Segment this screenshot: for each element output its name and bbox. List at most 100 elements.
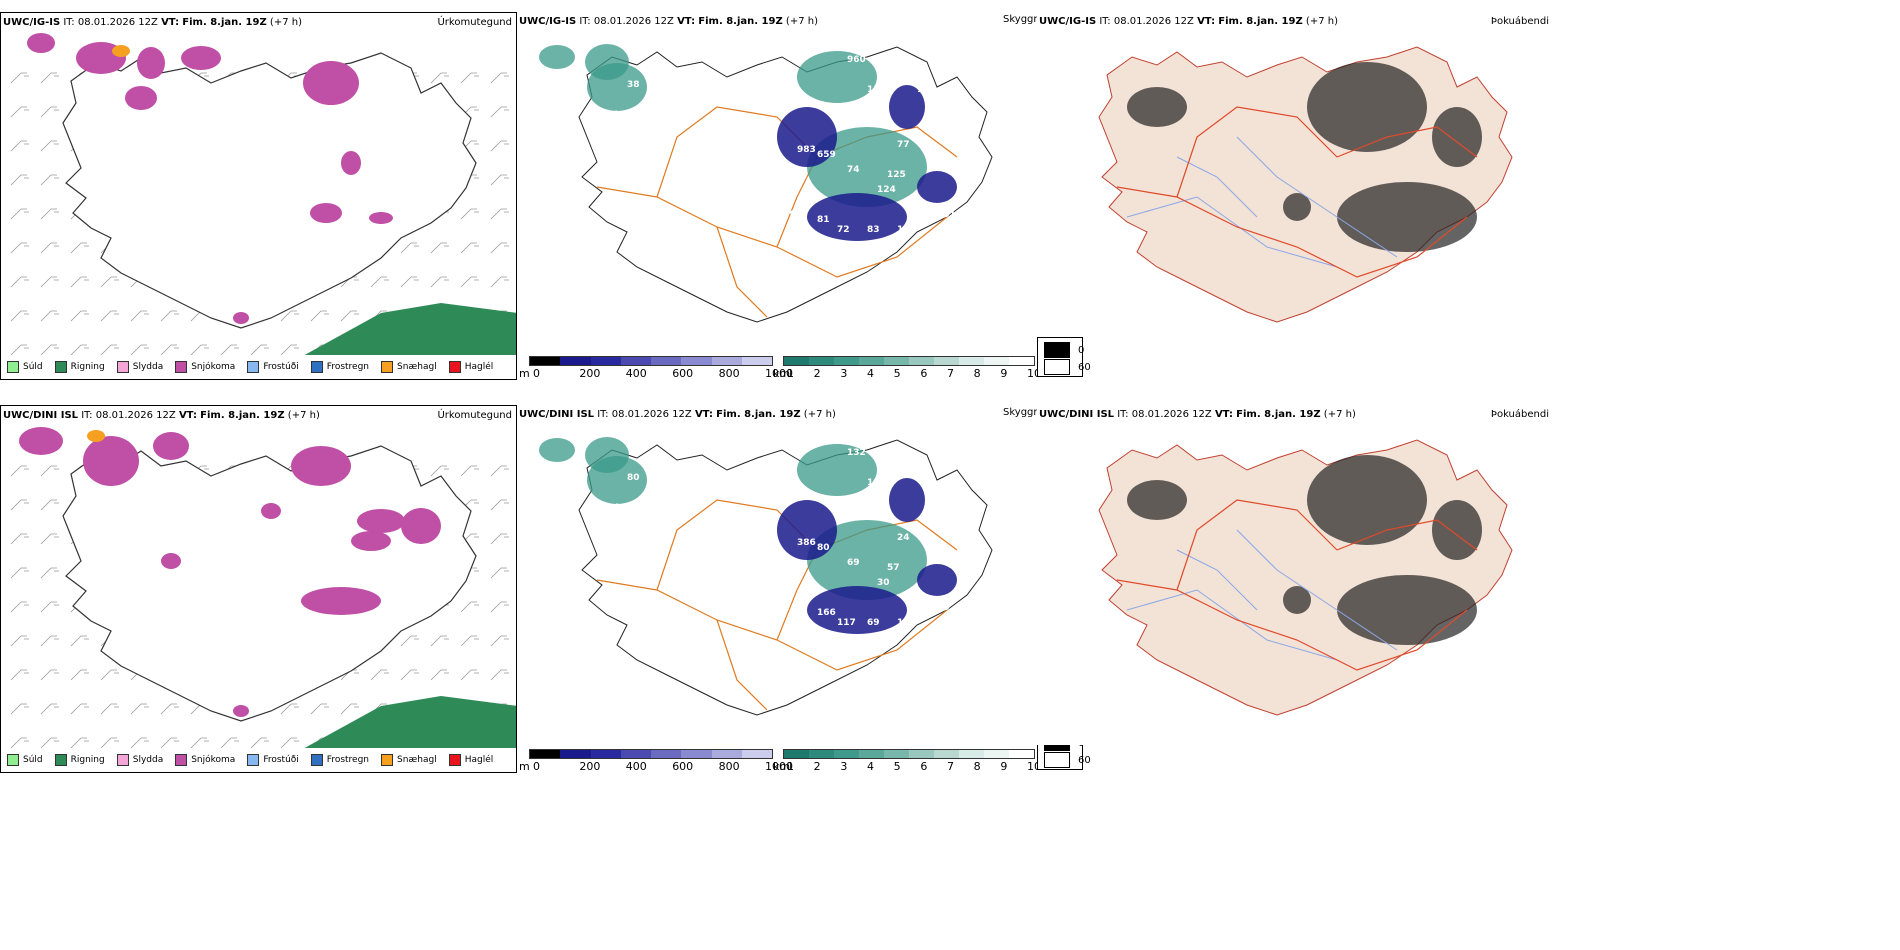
ceiling-label: 65 [657, 110, 670, 120]
fog-map [1098, 46, 1513, 323]
ceiling-label: 122 [647, 70, 666, 80]
ceiling-label: 80 [817, 543, 830, 553]
wind-barb [160, 737, 179, 749]
snow-area [233, 312, 249, 324]
wind-barb [220, 737, 239, 749]
fog-scale-swatch [1044, 752, 1070, 768]
wind-barb [490, 635, 509, 647]
legend-item: Rigning [54, 754, 105, 766]
panel-title: UWC/IG-IS IT: 08.01.2026 12Z VT: Fim. 8.… [519, 16, 818, 27]
wind-barb [70, 310, 89, 322]
graupel-area [112, 45, 130, 57]
fog-area [1127, 87, 1187, 127]
colorbar-tick: 3 [840, 760, 848, 773]
ceiling-label: 659 [817, 150, 836, 160]
colorbar-tick: 800 [718, 367, 740, 380]
colorbar-unit: m [519, 760, 530, 773]
legend-swatch [116, 754, 129, 766]
snow-area [261, 503, 281, 519]
precip-map [10, 33, 516, 357]
fog-area [1283, 586, 1311, 614]
panel-label: Úrkomutegund [437, 410, 512, 421]
river [1176, 156, 1258, 218]
wind-barb [10, 174, 29, 186]
wind-barb [40, 567, 59, 579]
ceiling-label: 136 [647, 463, 666, 473]
panel-title: UWC/DINI ISL IT: 08.01.2026 12Z VT: Fim.… [519, 409, 836, 420]
wind-barb [40, 669, 59, 681]
wind-barb [10, 465, 29, 477]
wind-barb [70, 737, 89, 749]
road [716, 619, 768, 711]
snow-area [233, 705, 249, 717]
fog-scale-row: 60 [1044, 359, 1091, 375]
fog-area [1307, 62, 1427, 152]
low-visibility-area [585, 437, 629, 473]
legend-label: Frostúði [263, 755, 299, 765]
legend-item: Frostregn [310, 361, 369, 373]
legend-item: Haglél [448, 361, 493, 373]
road [1336, 126, 1478, 158]
low-visibility-area [539, 45, 575, 69]
wind-barb [430, 465, 449, 477]
low-visibility-area [797, 444, 877, 496]
wind-barb [10, 567, 29, 579]
colorbar-gradient [529, 749, 773, 759]
ceiling-label: 246 [607, 503, 626, 513]
ceiling-label: 150 [917, 205, 936, 215]
ceiling-label: 124 [877, 185, 896, 195]
ceiling-label: 69 [847, 558, 860, 568]
ceiling-label: 120 [897, 618, 916, 628]
fog-area [1307, 455, 1427, 545]
wind-barb [460, 669, 479, 681]
wind-barb [40, 208, 59, 220]
snow-area [301, 587, 381, 615]
legend-swatch [116, 361, 129, 373]
snow-area [27, 33, 55, 53]
legend-label: Súld [23, 362, 43, 372]
wind-barb [10, 344, 29, 356]
wind-barb [160, 310, 179, 322]
wind-barb [40, 72, 59, 84]
fog-scale-label: 0 [1078, 344, 1085, 356]
road [1176, 499, 1338, 591]
wind-barb [10, 669, 29, 681]
colorbar-tick: 4 [867, 760, 874, 773]
panel-title: UWC/DINI ISL IT: 08.01.2026 12Z VT: Fim.… [1039, 409, 1356, 420]
legend-swatch [310, 754, 323, 766]
wind-barb [430, 72, 449, 84]
ceiling-label: 983 [797, 145, 816, 155]
colorbar-tick: 0 [533, 760, 540, 773]
ceiling-label: 125 [887, 170, 906, 180]
wind-barb [10, 72, 29, 84]
wind-barb [490, 567, 509, 579]
wind-barb [280, 737, 299, 749]
wind-barb [400, 669, 419, 681]
ceiling-label: 38 [627, 80, 640, 90]
visibility-colorbar: km1 2 3 4 5 6 7 8 9 10 [773, 747, 1037, 773]
low-ceiling-area [889, 85, 925, 129]
colorbar-tick: 9 [1000, 367, 1008, 380]
low-visibility-area [797, 51, 877, 103]
wind-barb [430, 276, 449, 288]
fog-scale-swatch [1044, 342, 1070, 358]
wind-barb [460, 601, 479, 613]
fog-area [1337, 575, 1477, 645]
road [1176, 106, 1338, 198]
low-ceiling-area [777, 500, 837, 560]
colorbar-tick: 10 [1027, 367, 1037, 380]
colorbar-tick: 7 [947, 367, 954, 380]
fog-area [1283, 193, 1311, 221]
panel-title: UWC/IG-IS IT: 08.01.2026 12Z VT: Fim. 8.… [1039, 16, 1338, 27]
colorbar-unit: km [773, 367, 791, 380]
ceiling-label: 209 [777, 210, 796, 220]
colorbar-tick: 9 [1000, 760, 1008, 773]
ceiling-label: 57 [887, 563, 900, 573]
wind-barb [460, 276, 479, 288]
legend-label: Snæhagl [397, 362, 437, 372]
wind-barb [100, 737, 119, 749]
wind-barb [40, 465, 59, 477]
fog-scale-row: 0 [1044, 342, 1084, 358]
ceiling-label: 92 [777, 603, 790, 613]
wind-barb [10, 208, 29, 220]
